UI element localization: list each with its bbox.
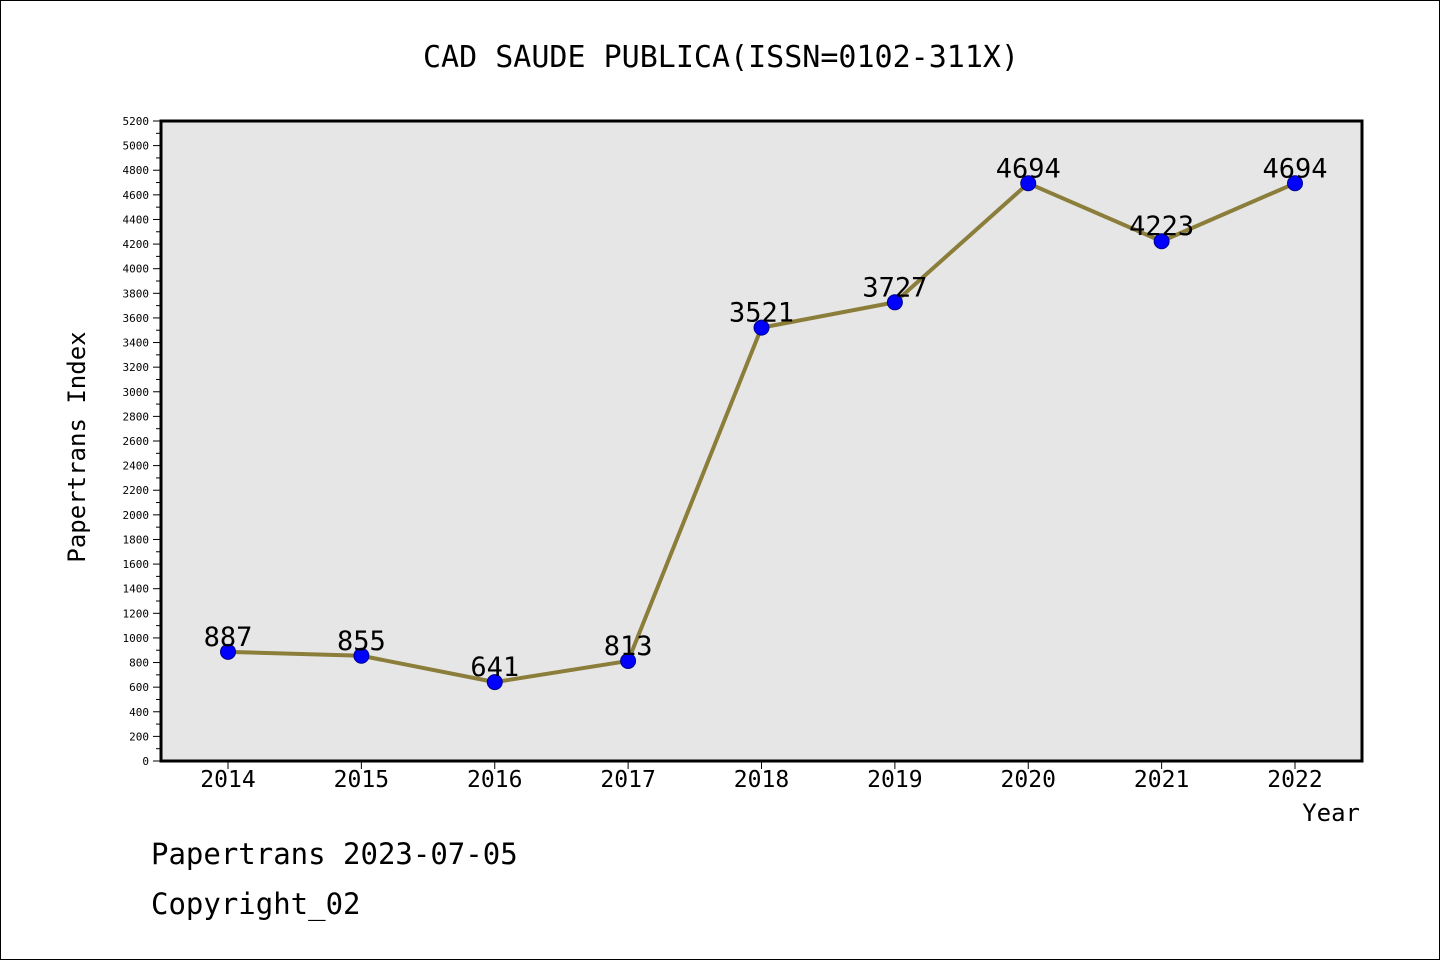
y-tick-label: 600 <box>129 681 149 694</box>
x-tick-label: 2018 <box>734 767 789 793</box>
data-point-marker <box>886 294 903 311</box>
y-tick-label: 4200 <box>123 238 150 251</box>
y-tick-label: 5000 <box>123 140 150 153</box>
data-label: 4694 <box>1262 153 1327 184</box>
x-tick-label: 2020 <box>1001 767 1056 793</box>
chart-title: CAD SAUDE PUBLICA(ISSN=0102-311X) <box>423 40 1019 75</box>
y-tick-label: 3000 <box>123 386 150 399</box>
y-tick-label: 3400 <box>123 337 150 350</box>
x-tick-label: 2014 <box>200 767 255 793</box>
y-tick-label: 1000 <box>123 632 150 645</box>
data-label: 3727 <box>862 272 927 303</box>
data-point-marker <box>353 647 370 664</box>
y-tick-label: 800 <box>129 657 149 670</box>
y-tick-label: 1600 <box>123 558 150 571</box>
x-tick-label: 2015 <box>334 767 389 793</box>
y-tick-label: 2400 <box>123 460 150 473</box>
data-label: 4694 <box>996 153 1061 184</box>
data-label: 813 <box>604 631 653 662</box>
y-axis: 0 200 400 600 800 1000 1200 1400 1600 1800 2000 220… <box>123 115 161 768</box>
x-tick-label: 2022 <box>1267 767 1322 793</box>
y-tick-label: 4600 <box>123 189 150 202</box>
x-axis-label: Year <box>1302 799 1360 827</box>
data-point-marker <box>220 643 236 660</box>
data-point-marker <box>753 319 770 336</box>
y-tick-label: 1400 <box>123 583 150 596</box>
data-label: 887 <box>204 622 253 653</box>
data-label: 4223 <box>1129 211 1194 242</box>
x-tick-label: 2017 <box>600 767 655 793</box>
y-tick-label: 4000 <box>123 263 150 276</box>
footer-copyright-text: Copyright_02 <box>151 887 361 921</box>
x-tick-label: 2019 <box>867 767 922 793</box>
series-layer: 887 855 641 813 3521 3727 4694 4223 4694 <box>204 153 1328 691</box>
x-tick-label: 2016 <box>467 767 522 793</box>
data-point-marker <box>620 652 637 669</box>
y-tick-label: 0 <box>142 755 149 768</box>
y-tick-label: 4800 <box>123 164 150 177</box>
y-tick-label: 3200 <box>123 361 150 374</box>
data-point-marker <box>1153 233 1170 250</box>
y-tick-label: 2200 <box>123 484 150 497</box>
y-tick-label: 400 <box>129 706 149 719</box>
x-tick-label: 2021 <box>1134 767 1189 793</box>
data-point-marker <box>1020 175 1037 192</box>
y-tick-label: 200 <box>129 730 149 743</box>
data-point-marker <box>1287 175 1303 192</box>
y-tick-label: 2800 <box>123 410 150 423</box>
y-tick-label: 1200 <box>123 607 150 620</box>
data-label: 641 <box>470 652 519 683</box>
y-axis-label: Papertrans Index <box>63 331 91 562</box>
data-label: 855 <box>337 626 386 657</box>
footer-date-text: Papertrans 2023-07-05 <box>151 837 518 871</box>
data-label: 3521 <box>729 298 794 329</box>
data-point-marker <box>486 674 503 691</box>
x-axis: 2014 2015 2016 2017 2018 2019 2020 2021 2022 <box>200 761 1323 793</box>
y-tick-label: 2000 <box>123 509 150 522</box>
y-tick-label: 1800 <box>123 533 150 546</box>
y-tick-label: 4400 <box>123 213 150 226</box>
y-tick-label: 3600 <box>123 312 150 325</box>
y-tick-label: 2600 <box>123 435 150 448</box>
y-tick-label: 3800 <box>123 287 150 300</box>
y-tick-label: 5200 <box>123 115 150 128</box>
